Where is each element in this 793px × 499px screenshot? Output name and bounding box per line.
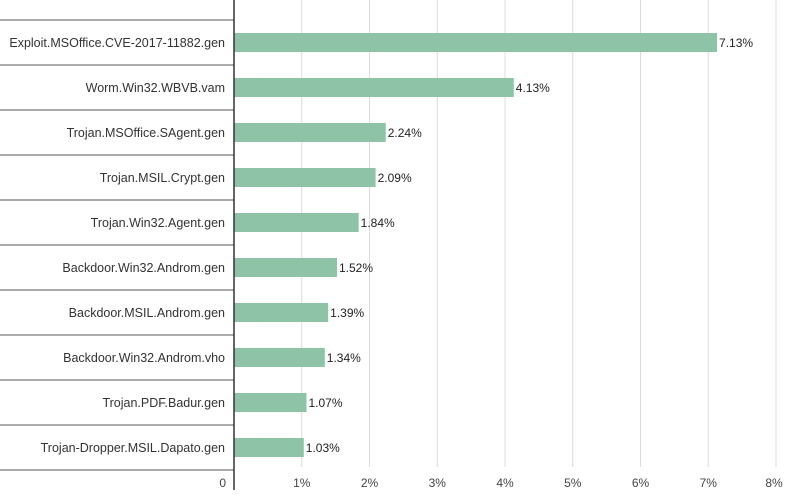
- category-label-4: Trojan.Win32.Agent.gen: [91, 216, 225, 230]
- category-label-0: Exploit.MSOffice.CVE-2017-11882.gen: [9, 36, 225, 50]
- x-tick-label-2: 2%: [361, 476, 379, 490]
- category-label-9: Trojan-Dropper.MSIL.Dapato.gen: [41, 441, 225, 455]
- bar-2: [234, 123, 386, 142]
- bar-5: [234, 258, 337, 277]
- category-label-1: Worm.Win32.WBVB.vam: [86, 81, 225, 95]
- x-tick-label-3: 3%: [429, 476, 447, 490]
- value-label-8: 1.07%: [308, 396, 342, 410]
- x-tick-label-6: 6%: [632, 476, 650, 490]
- x-tick-label-1: 1%: [293, 476, 311, 490]
- category-label-7: Backdoor.Win32.Androm.vho: [63, 351, 225, 365]
- bar-6: [234, 303, 329, 322]
- category-label-3: Trojan.MSIL.Crypt.gen: [100, 171, 225, 185]
- bar-7: [234, 348, 325, 367]
- value-label-1: 4.13%: [516, 81, 550, 95]
- category-label-2: Trojan.MSOffice.SAgent.gen: [67, 126, 225, 140]
- bar-3: [234, 168, 376, 187]
- bar-8: [234, 393, 307, 412]
- value-label-9: 1.03%: [306, 441, 340, 455]
- x-tick-label-8: 8%: [765, 476, 783, 490]
- bar-4: [234, 213, 359, 232]
- x-tick-label-0: 0: [219, 476, 226, 490]
- value-label-2: 2.24%: [388, 126, 422, 140]
- value-label-4: 1.84%: [361, 216, 395, 230]
- value-label-0: 7.13%: [719, 36, 753, 50]
- value-label-5: 1.52%: [339, 261, 373, 275]
- category-label-6: Backdoor.MSIL.Androm.gen: [69, 306, 225, 320]
- value-label-6: 1.39%: [330, 306, 364, 320]
- value-label-7: 1.34%: [327, 351, 361, 365]
- value-label-3: 2.09%: [378, 171, 412, 185]
- bar-1: [234, 78, 514, 97]
- bar-9: [234, 438, 304, 457]
- x-tick-label-5: 5%: [564, 476, 582, 490]
- bar-0: [234, 33, 718, 52]
- category-label-8: Trojan.PDF.Badur.gen: [102, 396, 225, 410]
- category-label-5: Backdoor.Win32.Androm.gen: [62, 261, 225, 275]
- x-tick-label-4: 4%: [496, 476, 514, 490]
- x-tick-label-7: 7%: [700, 476, 718, 490]
